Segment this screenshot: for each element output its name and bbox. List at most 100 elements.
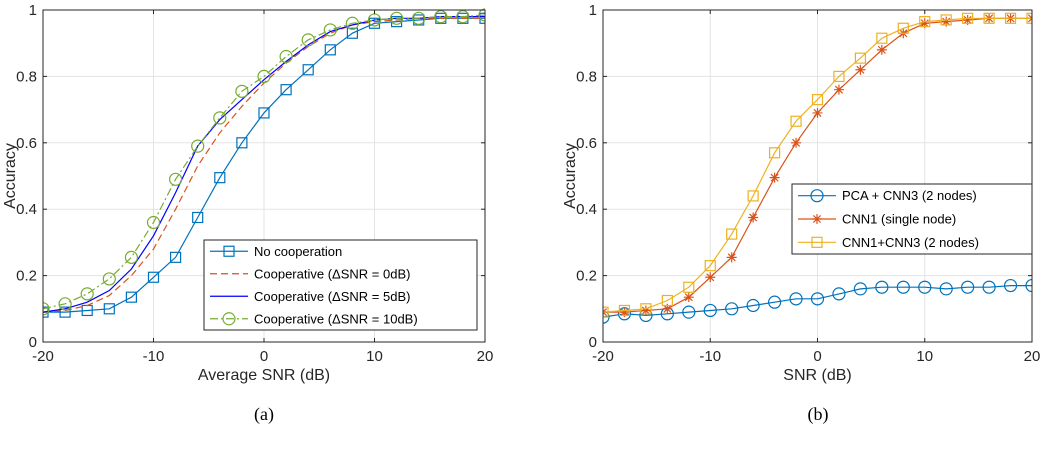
data-point (811, 236, 823, 248)
data-point (302, 64, 314, 76)
data-point (812, 214, 822, 224)
data-point (683, 281, 695, 293)
data-point (790, 115, 802, 127)
data-point (456, 10, 470, 24)
chart-b: -20 -10 0 10 20 0 0.2 0.4 0.6 0.8 1 SNR (dB) Accurac… (562, 2, 1040, 425)
data-point (854, 52, 867, 64)
y-tick-label: 0.4 (576, 201, 597, 218)
data-point (257, 69, 271, 84)
data-point (280, 84, 292, 96)
data-point (767, 295, 782, 309)
data-point (896, 280, 910, 294)
y-tick-label: 0 (29, 334, 37, 351)
data-point (192, 211, 204, 224)
data-point (918, 280, 932, 294)
legend: No cooperation Cooperative (ΔSNR = 0dB) Co… (203, 239, 478, 331)
data-point (983, 12, 995, 24)
data-point (789, 292, 803, 306)
data-point (876, 44, 887, 55)
legend-label: CNN1+CNN3 (2 nodes) (842, 235, 979, 250)
y-tick-label: 1 (29, 2, 37, 19)
x-tick-label: -10 (143, 348, 165, 365)
data-point (726, 228, 738, 240)
x-tick-label: -10 (699, 348, 721, 365)
data-point (704, 260, 716, 272)
y-axis-label: Accuracy (2, 143, 19, 209)
y-tick-label: 0.4 (16, 201, 37, 218)
data-point (59, 306, 71, 318)
data-point (876, 32, 888, 44)
data-point (146, 215, 161, 230)
legend-label: CNN1 (single node) (842, 212, 956, 227)
series-3 (43, 16, 485, 313)
data-point (222, 312, 236, 326)
x-tick-label: 0 (260, 348, 268, 365)
data-point (478, 8, 485, 22)
x-axis-label: Average SNR (dB) (198, 367, 330, 384)
x-tick-label: 20 (1024, 348, 1041, 365)
series-line (603, 17, 1032, 313)
data-point (236, 137, 248, 149)
data-point (323, 23, 337, 37)
panel-caption: (a) (254, 404, 274, 425)
data-point (726, 252, 737, 263)
data-point (346, 27, 358, 39)
x-tick-label: 20 (477, 348, 494, 365)
data-point (961, 280, 975, 294)
data-point (279, 49, 293, 64)
data-point (125, 291, 138, 303)
data-point (434, 10, 448, 24)
data-point (390, 11, 404, 25)
data-point (746, 298, 760, 313)
data-point (169, 172, 183, 186)
data-point (345, 16, 359, 30)
y-tick-label: 0.6 (576, 135, 597, 152)
legend-box (203, 239, 478, 331)
data-point (124, 250, 138, 264)
y-tick-label: 0.8 (576, 68, 597, 85)
y-tick-label: 1 (589, 2, 597, 19)
data-point (705, 272, 716, 283)
data-point (603, 310, 610, 324)
data-point (618, 304, 631, 317)
x-tick-label: 10 (916, 348, 933, 365)
data-point (301, 33, 315, 47)
data-point (919, 18, 930, 29)
data-point (810, 189, 824, 203)
data-point (640, 305, 651, 316)
data-point (832, 287, 846, 301)
data-point (214, 172, 226, 184)
data-point (941, 16, 952, 27)
data-point (833, 70, 845, 83)
x-tick-label: 10 (366, 348, 383, 365)
series-line (603, 285, 1032, 318)
x-tick-label: -20 (592, 348, 614, 365)
y-tick-label: 0.2 (16, 268, 37, 285)
legend-label: No cooperation (254, 244, 342, 259)
data-point (191, 139, 205, 153)
data-point (962, 12, 974, 24)
series-line (43, 16, 485, 313)
data-point (662, 303, 673, 314)
x-tick-label: 0 (813, 348, 821, 365)
x-axis-label: SNR (dB) (783, 367, 851, 384)
data-point (748, 212, 759, 223)
data-point (324, 44, 336, 56)
data-point (768, 147, 781, 159)
data-point (1026, 12, 1032, 24)
data-point (223, 245, 235, 257)
y-axis-label: Accuracy (562, 143, 579, 209)
data-point (810, 292, 825, 306)
data-point (80, 287, 94, 301)
data-point (747, 190, 759, 202)
data-point (213, 111, 227, 125)
data-point (413, 14, 425, 26)
data-point (855, 64, 866, 75)
data-point (258, 107, 270, 119)
y-tick-label: 0.2 (576, 268, 597, 285)
data-point (103, 303, 115, 315)
data-point (853, 282, 868, 296)
data-point (661, 294, 673, 307)
data-point (235, 84, 249, 98)
